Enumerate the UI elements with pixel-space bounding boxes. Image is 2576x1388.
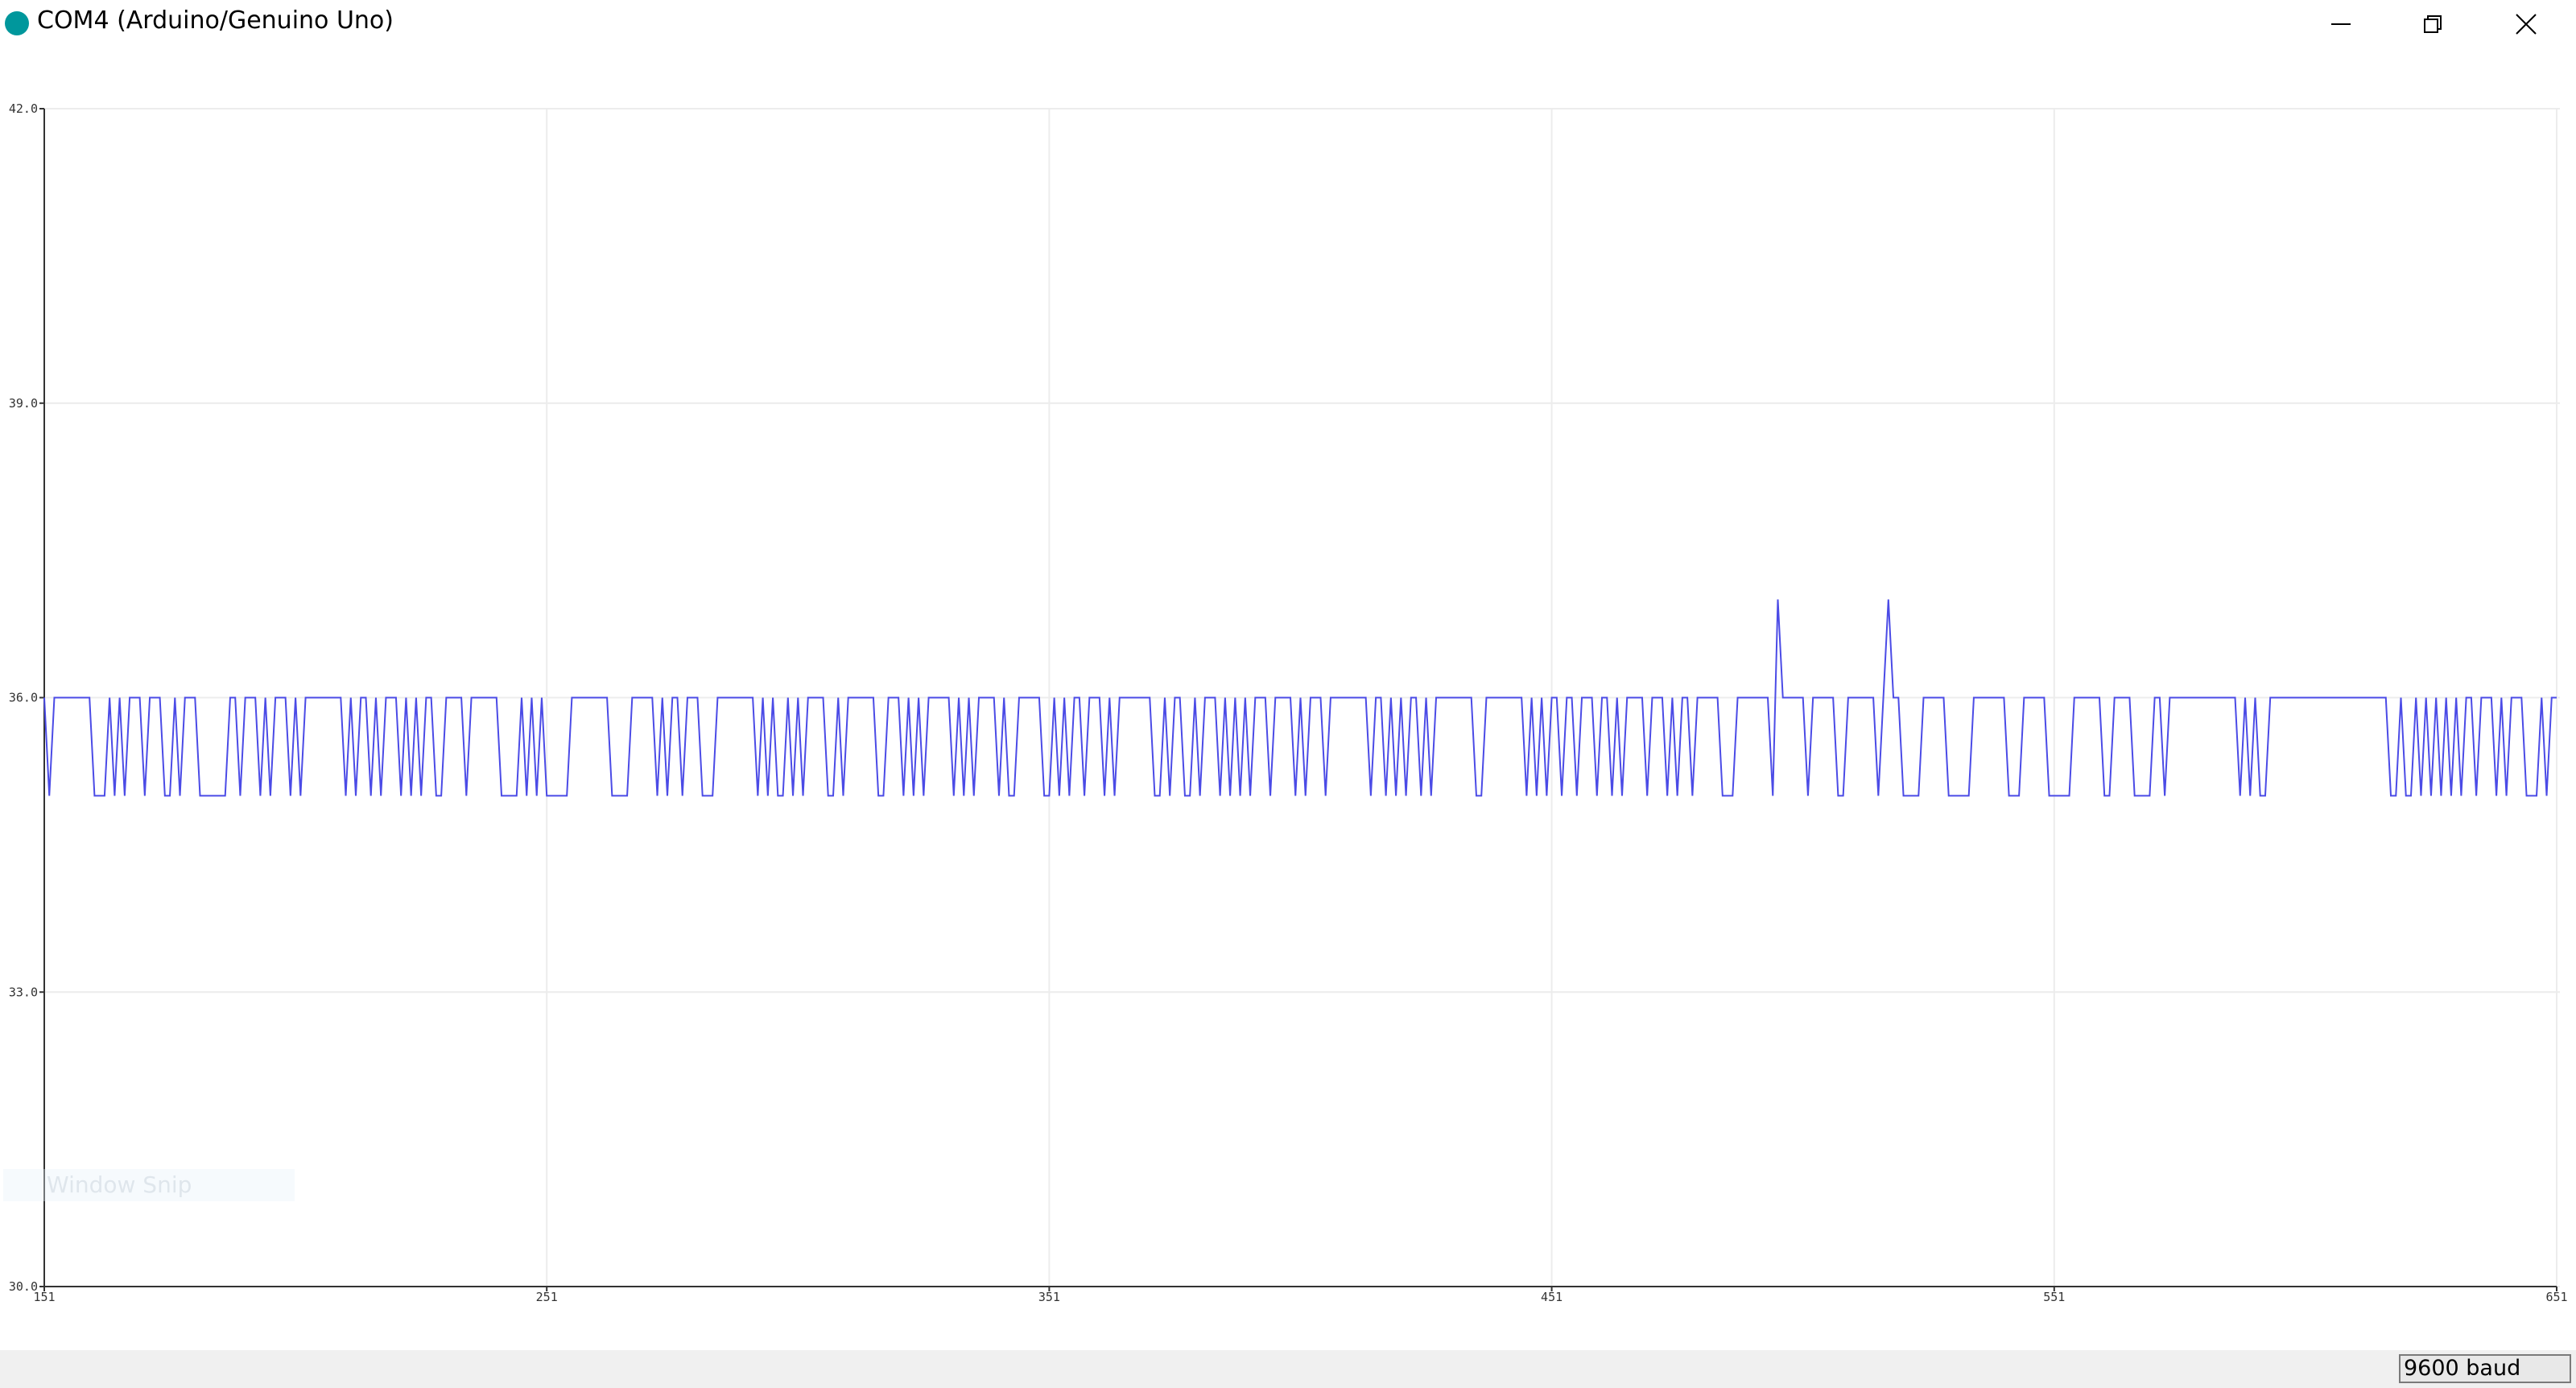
- x-tick-label: 451: [1541, 1290, 1563, 1304]
- app-icon: [5, 11, 29, 35]
- plot: 30.0 33.0 36.0 39.0 42.0 151 251 351 451 551 651: [9, 101, 2568, 1304]
- x-tick-label: 251: [536, 1290, 558, 1304]
- restore-button[interactable]: [2417, 8, 2449, 40]
- footer-bar: 9600 baud: [0, 1350, 2576, 1388]
- x-tick-label: 651: [2545, 1290, 2567, 1304]
- y-tick-label: 42.0: [9, 101, 38, 116]
- title-bar: COM4 (Arduino/Genuino Uno): [0, 0, 2576, 48]
- x-tick-label: 151: [33, 1290, 55, 1304]
- minimize-button[interactable]: [2325, 8, 2357, 40]
- window-snip-overlay: Window Snip: [3, 1169, 295, 1201]
- baud-select[interactable]: 9600 baud: [2399, 1354, 2571, 1383]
- y-tick-label: 30.0: [9, 1279, 38, 1294]
- window-title: COM4 (Arduino/Genuino Uno): [37, 6, 394, 35]
- y-tick-label: 39.0: [9, 396, 38, 411]
- y-tick-label: 33.0: [9, 985, 38, 999]
- data-line: [43, 599, 2557, 797]
- y-tick-label: 36.0: [9, 691, 38, 705]
- x-tick-label: 351: [1038, 1290, 1060, 1304]
- close-button[interactable]: [2510, 8, 2542, 40]
- x-tick-label: 551: [2043, 1290, 2065, 1304]
